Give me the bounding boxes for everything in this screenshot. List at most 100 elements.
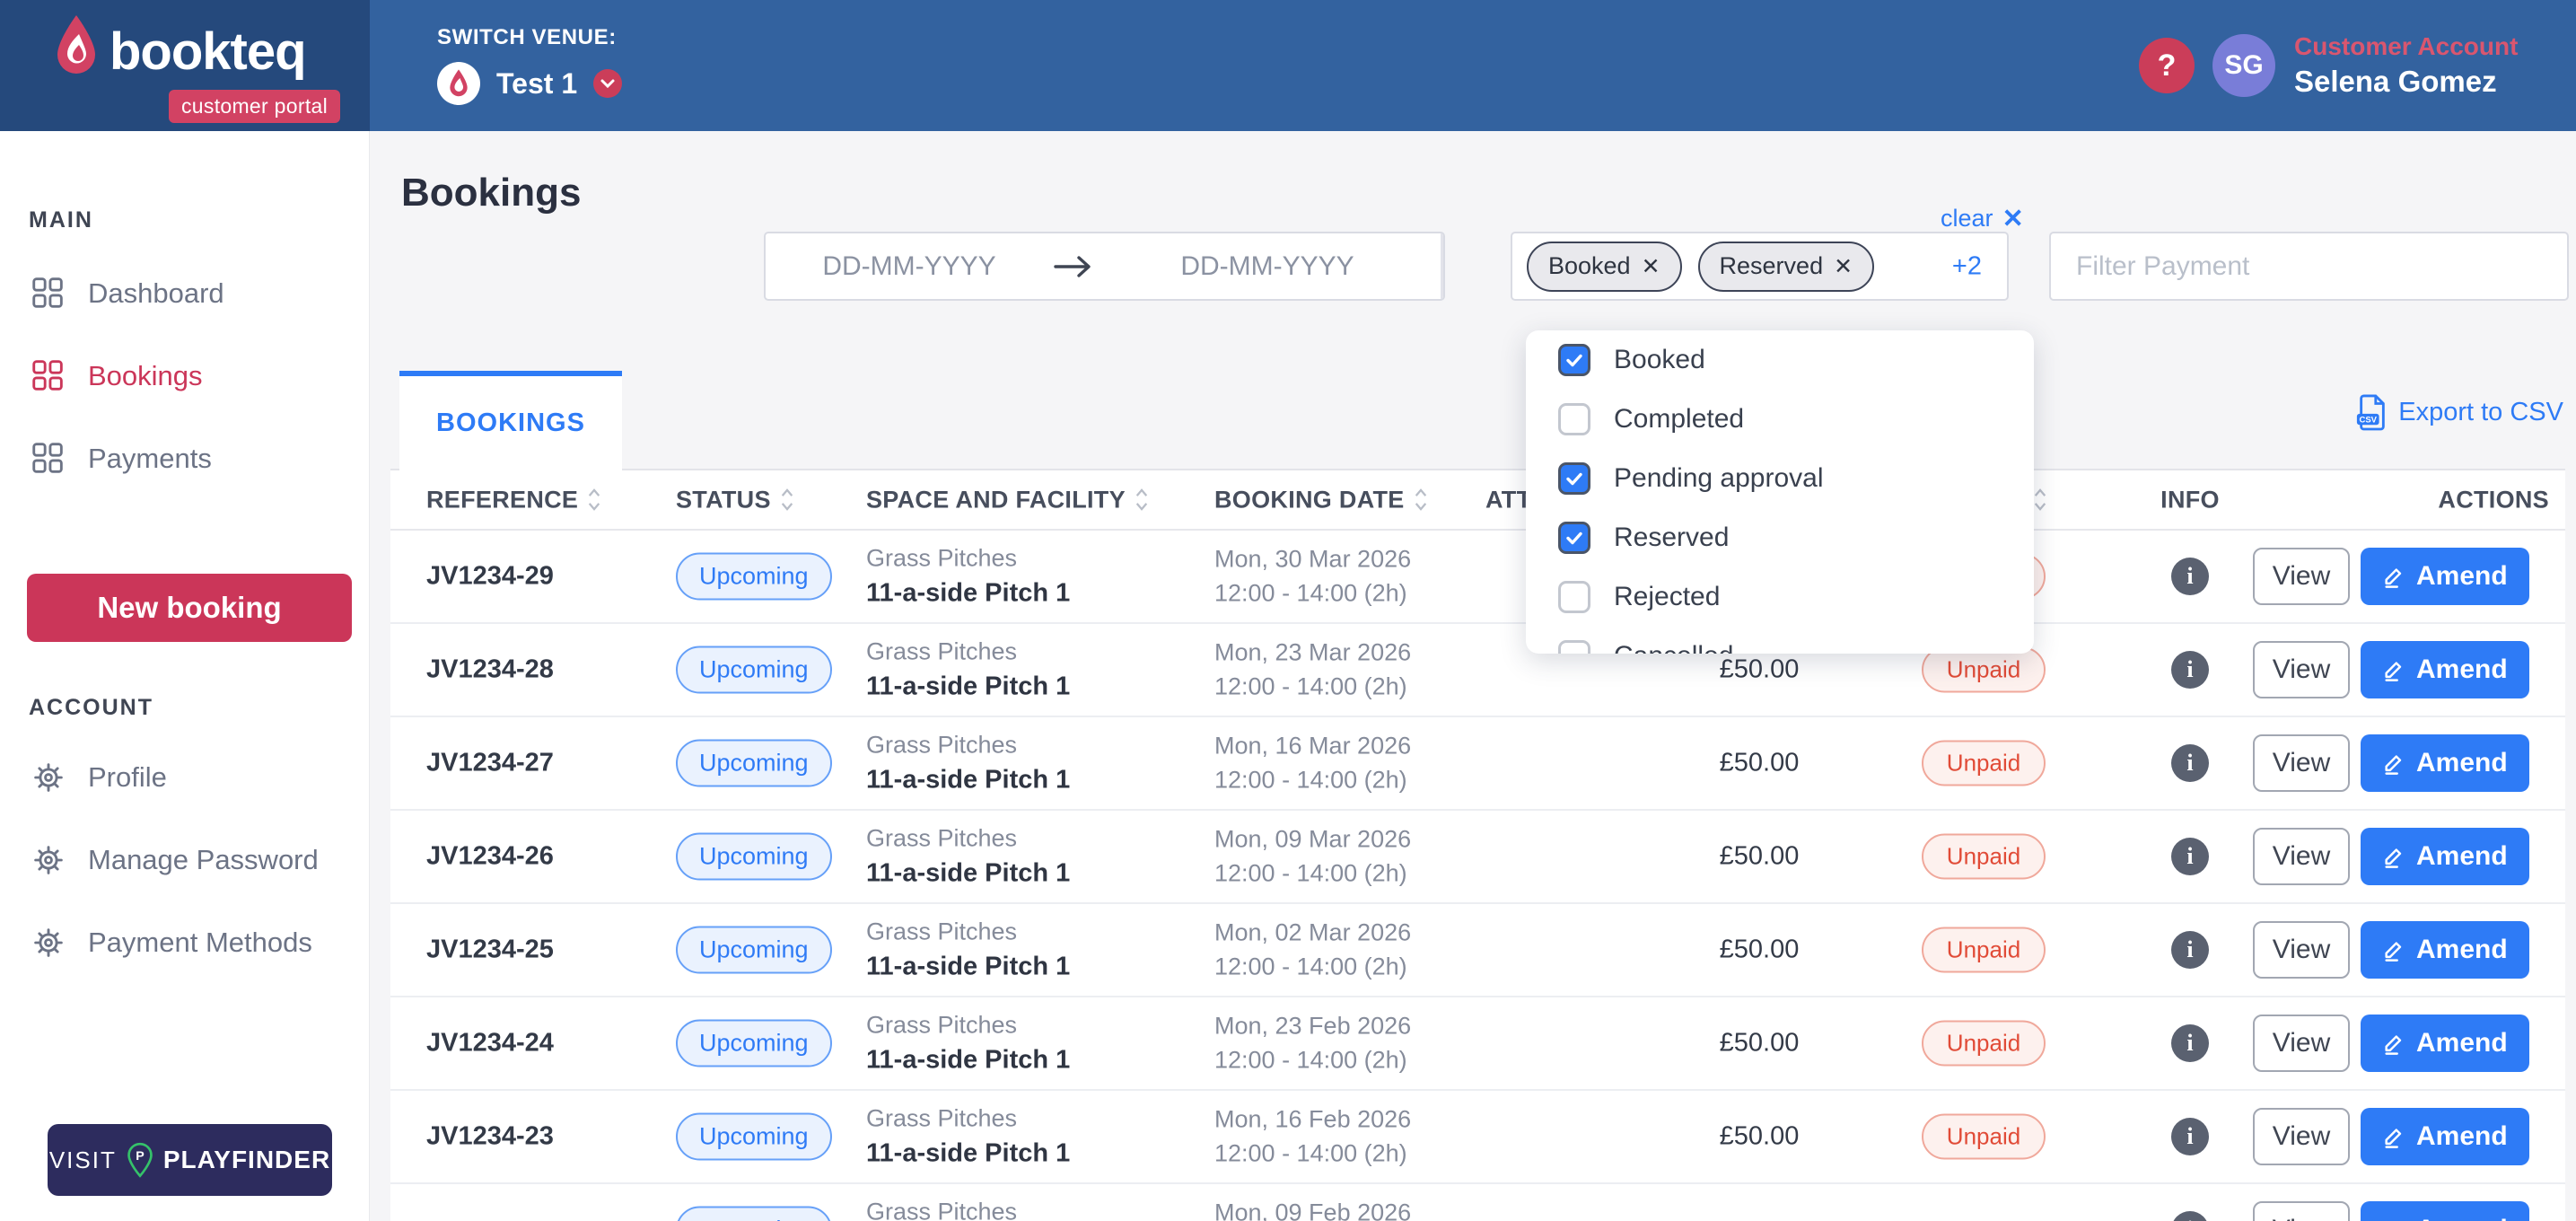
header-info: INFO	[2160, 486, 2220, 513]
sidebar-item-icon	[29, 356, 68, 396]
sidebar-item[interactable]: Dashboard	[0, 268, 370, 320]
status-option-label: Completed	[1614, 404, 1745, 434]
header-status[interactable]: STATUS	[676, 486, 794, 514]
booking-time: 12:00 - 14:00 (2h)	[1214, 859, 1407, 887]
payment-status-badge: Unpaid	[1921, 833, 2046, 880]
status-filter-dropdown: Booked Completed Pending approval Reserv…	[1526, 330, 2034, 654]
page-title: Bookings	[401, 171, 582, 215]
sidebar-item-icon	[29, 439, 68, 479]
sidebar-item-icon	[29, 923, 68, 962]
date-from-input[interactable]	[766, 250, 1053, 282]
view-button[interactable]: View	[2253, 1015, 2350, 1072]
sidebar-item[interactable]: Bookings	[0, 350, 370, 402]
export-csv-link[interactable]: CSV Export to CSV	[2355, 393, 2563, 431]
chip-remove-icon[interactable]: ✕	[1834, 253, 1853, 279]
view-button[interactable]: View	[2253, 828, 2350, 885]
checkbox[interactable]	[1558, 462, 1590, 495]
booking-date: Mon, 02 Mar 2026	[1214, 918, 1412, 946]
switch-venue-label: SWITCH VENUE:	[437, 25, 617, 49]
info-icon[interactable]: i	[2171, 838, 2209, 875]
info-icon[interactable]: i	[2171, 931, 2209, 969]
payment-filter-input[interactable]	[2051, 233, 2567, 299]
view-button[interactable]: View	[2253, 734, 2350, 792]
tab-bookings[interactable]: BOOKINGS	[399, 371, 622, 470]
booking-time: 12:00 - 14:00 (2h)	[1214, 953, 1407, 980]
sidebar-item[interactable]: Payment Methods	[0, 917, 370, 969]
pencil-icon	[2382, 657, 2405, 682]
info-icon[interactable]: i	[2171, 1024, 2209, 1062]
help-button[interactable]: ?	[2139, 38, 2195, 93]
booking-date: Mon, 09 Feb 2026	[1214, 1199, 1412, 1221]
avatar[interactable]: SG	[2212, 34, 2275, 97]
date-to-input[interactable]	[1094, 250, 1441, 282]
info-icon[interactable]: i	[2171, 651, 2209, 689]
amend-button[interactable]: Amend	[2361, 734, 2529, 792]
view-button[interactable]: View	[2253, 1108, 2350, 1165]
more-filters-count[interactable]: +2	[1951, 251, 1982, 280]
info-icon[interactable]: i	[2171, 1211, 2209, 1221]
booking-time: 12:00 - 14:00 (2h)	[1214, 766, 1407, 794]
table-row: JV1234-26 Upcoming Grass Pitches 11-a-si…	[390, 811, 2565, 904]
status-chip[interactable]: Reserved ✕	[1697, 241, 1875, 292]
status-option[interactable]: Rejected	[1526, 567, 2034, 627]
sidebar-item[interactable]: Manage Password	[0, 834, 370, 886]
info-icon[interactable]: i	[2171, 744, 2209, 782]
facility-name: 11-a-side Pitch 1	[866, 578, 1071, 608]
calendar-icon[interactable]	[1441, 233, 1443, 299]
view-button[interactable]: View	[2253, 921, 2350, 979]
amend-button[interactable]: Amend	[2361, 1201, 2529, 1221]
account-name: Selena Gomez	[2294, 65, 2497, 98]
status-chip-label: Reserved	[1719, 252, 1824, 279]
sidebar-item-icon	[29, 840, 68, 880]
venue-name: Test 1	[496, 66, 578, 100]
amend-label: Amend	[2416, 654, 2508, 684]
amend-button[interactable]: Amend	[2361, 921, 2529, 979]
amend-button[interactable]: Amend	[2361, 641, 2529, 698]
header-reference[interactable]: REFERENCE	[426, 486, 601, 514]
chevron-down-icon[interactable]	[593, 69, 623, 98]
status-option[interactable]: Cancelled	[1526, 627, 2034, 654]
new-booking-button[interactable]: New booking	[27, 574, 352, 642]
sidebar-item[interactable]: Profile	[0, 751, 370, 804]
status-option[interactable]: Reserved	[1526, 508, 2034, 567]
checkbox[interactable]	[1558, 581, 1590, 613]
view-button[interactable]: View	[2253, 641, 2350, 698]
sidebar-section-main: MAIN	[29, 207, 93, 233]
booking-price: £50.00	[1719, 935, 1800, 964]
amend-button[interactable]: Amend	[2361, 548, 2529, 605]
sidebar-item[interactable]: Payments	[0, 433, 370, 485]
view-button[interactable]: View	[2253, 1201, 2350, 1221]
payment-status-badge: Unpaid	[1921, 1113, 2046, 1160]
status-option[interactable]: Booked	[1526, 330, 2034, 390]
clear-filters-link[interactable]: clear ✕	[1941, 203, 2024, 234]
visit-playfinder-button[interactable]: VISIT P PLAYFINDER	[48, 1124, 332, 1196]
checkbox[interactable]	[1558, 344, 1590, 376]
status-filter[interactable]: Booked ✕ Reserved ✕ +2	[1511, 232, 2009, 301]
space-name: Grass Pitches	[866, 1198, 1018, 1221]
checkbox[interactable]	[1558, 403, 1590, 435]
checkbox[interactable]	[1558, 640, 1590, 654]
facility-name: 11-a-side Pitch 1	[866, 765, 1071, 795]
sort-icon	[781, 488, 793, 511]
status-badge: Upcoming	[676, 739, 832, 787]
checkbox[interactable]	[1558, 522, 1590, 554]
status-option[interactable]: Completed	[1526, 390, 2034, 449]
info-icon[interactable]: i	[2171, 558, 2209, 595]
status-chip[interactable]: Booked ✕	[1527, 241, 1682, 292]
pencil-icon	[2382, 564, 2405, 589]
check-icon	[1566, 354, 1582, 367]
amend-button[interactable]: Amend	[2361, 828, 2529, 885]
view-button[interactable]: View	[2253, 548, 2350, 605]
sidebar-section-account: ACCOUNT	[29, 695, 153, 720]
space-name: Grass Pitches	[866, 1011, 1018, 1039]
status-option[interactable]: Pending approval	[1526, 449, 2034, 508]
amend-button[interactable]: Amend	[2361, 1108, 2529, 1165]
amend-button[interactable]: Amend	[2361, 1015, 2529, 1072]
venue-switcher[interactable]: Test 1	[437, 62, 623, 105]
header-space-facility[interactable]: SPACE AND FACILITY	[866, 486, 1149, 514]
sidebar: MAIN Dashboard Bookings Payments	[0, 131, 370, 1221]
header-booking-date[interactable]: BOOKING DATE	[1214, 486, 1428, 514]
chip-remove-icon[interactable]: ✕	[1641, 253, 1660, 279]
status-badge: Upcoming	[676, 1112, 832, 1161]
info-icon[interactable]: i	[2171, 1118, 2209, 1155]
